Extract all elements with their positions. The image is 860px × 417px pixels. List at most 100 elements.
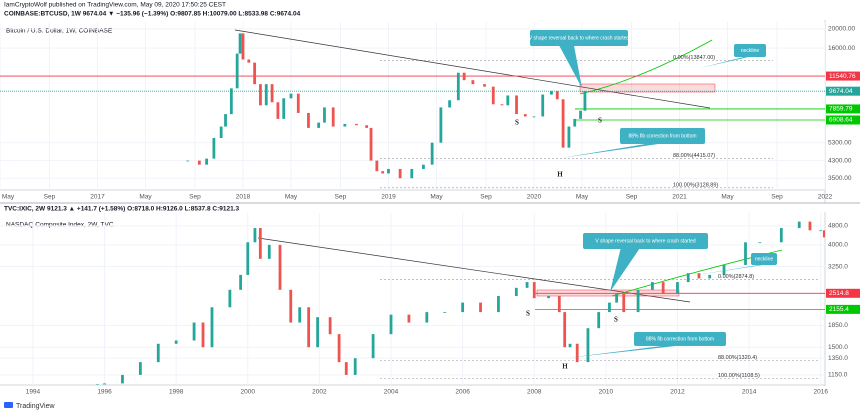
candle (430, 142, 434, 165)
x-tick-label: May (576, 194, 589, 201)
x-tick-label: Sep (189, 194, 201, 201)
callout-pointer (690, 265, 763, 276)
candle (264, 84, 268, 106)
candle (686, 273, 690, 283)
candle (186, 160, 190, 162)
candle (407, 314, 411, 323)
candle (205, 158, 209, 165)
candle (547, 296, 550, 299)
price-tag-label: 2155.4 (829, 306, 849, 313)
x-tick-label: Sep (480, 194, 492, 201)
x-tick-label: 2008 (527, 389, 542, 396)
candle (289, 289, 293, 323)
candle (355, 123, 358, 126)
y-tick-label: 1850.0 (828, 322, 848, 329)
candle (797, 221, 801, 229)
x-tick-label: 2021 (672, 194, 687, 201)
candle (138, 362, 142, 375)
candle (343, 123, 347, 127)
x-tick-label: May (285, 194, 298, 201)
candle (555, 90, 559, 100)
x-tick-label: Sep (771, 194, 783, 201)
logo-icon (4, 402, 13, 408)
candle (758, 242, 762, 244)
callout-text: neckline (741, 48, 760, 54)
candle (344, 362, 348, 375)
candle (525, 282, 529, 288)
candle (597, 312, 601, 329)
candle (253, 62, 257, 85)
candle (500, 104, 504, 106)
candle (523, 114, 527, 117)
x-tick-label: 2014 (742, 389, 757, 396)
candle (267, 244, 271, 259)
price-tag-label: 2514.8 (829, 290, 849, 297)
candle (573, 118, 577, 127)
candle (365, 125, 369, 128)
candle (307, 112, 310, 128)
candle (307, 307, 311, 348)
candle (398, 168, 402, 179)
candle (316, 317, 320, 348)
price-tag (826, 71, 860, 81)
candle (389, 314, 393, 335)
candle (156, 343, 160, 363)
plot-area (0, 22, 825, 190)
candle (259, 84, 262, 106)
candle (622, 293, 626, 313)
fib-label: 100.00%(3128.89) (673, 182, 718, 188)
candle (258, 228, 262, 259)
candle (323, 107, 326, 123)
x-tick-label: 2022 (818, 194, 833, 201)
y-tick-label: 20000.00 (828, 26, 855, 33)
x-tick-label: 2018 (236, 194, 251, 201)
pane-title: NASDAQ Composite Index, 2W, TVC (6, 222, 114, 229)
x-tick-label: 1996 (97, 389, 112, 396)
symbol-line: COINBASE:BTCUSD, 1W 9674.04 ▼ −135.96 (−… (4, 11, 301, 18)
y-tick-label: 3500.00 (828, 175, 852, 182)
callout-box (751, 253, 777, 265)
candle (238, 33, 242, 54)
candle (247, 59, 251, 63)
price-tag (826, 115, 860, 125)
candle (422, 164, 425, 169)
candle (568, 343, 572, 348)
candle (567, 126, 571, 148)
x-tick-label: 2012 (670, 389, 685, 396)
candle (95, 384, 99, 385)
x-tick-label: May (2, 194, 15, 201)
candle (651, 282, 654, 290)
candle (456, 72, 460, 101)
candle (228, 289, 232, 308)
x-tick-label: 2006 (455, 389, 470, 396)
candle (121, 374, 124, 384)
pane-title: Bitcoin / U.S. Dollar, 1W, COINBASE (6, 28, 113, 35)
fib-label: 0.00%(2874.8) (718, 274, 754, 280)
x-tick-label: 2019 (381, 194, 396, 201)
candle (246, 242, 250, 275)
candle (317, 122, 321, 128)
y-tick-label: 16000.00 (828, 45, 855, 52)
y-tick-label: 1150.0 (828, 372, 848, 379)
candle (369, 127, 373, 161)
callout-box (583, 233, 708, 249)
footer-brand[interactable]: TradingView (16, 403, 55, 410)
candle (443, 312, 447, 313)
callout-text: neckline (755, 256, 774, 262)
candle (296, 93, 300, 113)
callout-text: V shape reversal back to where crash sta… (529, 35, 630, 41)
candle (615, 293, 619, 303)
candle (270, 84, 274, 103)
candle (461, 302, 465, 313)
candle (532, 116, 536, 118)
candle (235, 53, 239, 89)
y-tick-label: 4000.0 (828, 242, 848, 249)
pattern-label: S (515, 119, 519, 127)
y-tick-label: 1500.0 (828, 344, 848, 351)
candle (515, 95, 518, 115)
candle (353, 358, 357, 375)
candle (410, 168, 414, 179)
candle (471, 80, 475, 85)
candle (822, 230, 825, 238)
